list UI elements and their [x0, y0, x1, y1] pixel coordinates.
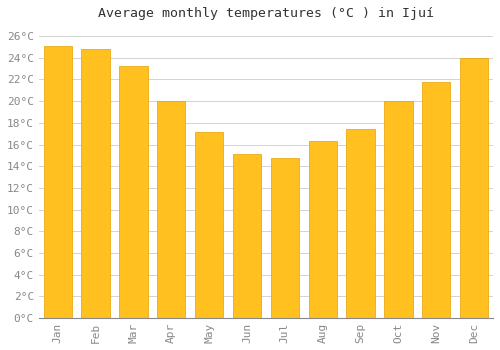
Bar	[119, 66, 148, 318]
Bar	[460, 58, 488, 318]
Bar	[157, 101, 186, 318]
Bar	[270, 158, 299, 318]
Bar	[346, 130, 375, 318]
Bar	[384, 101, 412, 318]
Bar	[233, 154, 261, 318]
Title: Average monthly temperatures (°C ) in Ijuí: Average monthly temperatures (°C ) in Ij…	[98, 7, 434, 20]
Bar	[195, 132, 224, 318]
Bar	[422, 82, 450, 318]
Bar	[44, 46, 72, 318]
Bar	[308, 141, 337, 318]
Bar	[82, 49, 110, 318]
